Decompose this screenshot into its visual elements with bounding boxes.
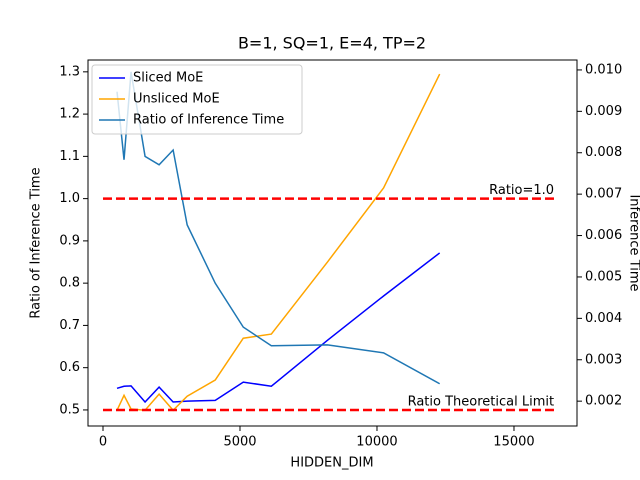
y-tick-label: 1.1 xyxy=(59,149,80,164)
plot-frame xyxy=(87,59,578,427)
series-line xyxy=(116,252,441,404)
y2-tick-label: 0.010 xyxy=(585,62,622,77)
y2-tick-label: 0.002 xyxy=(585,394,622,409)
y-axis-label: Ratio of Inference Time xyxy=(29,167,44,318)
y-tick-label: 0.7 xyxy=(59,318,80,333)
y2-tick-label: 0.008 xyxy=(585,145,622,160)
legend-box xyxy=(91,64,303,135)
annotation: Ratio=1.0 xyxy=(489,183,554,198)
y-tick-label: 0.9 xyxy=(59,233,80,248)
x-tick-label: 10000 xyxy=(356,435,397,450)
y2-tick-label: 0.004 xyxy=(585,311,622,326)
y-tick-label: 0.5 xyxy=(59,402,80,417)
y-tick-label: 1.2 xyxy=(59,107,80,122)
y2-tick-label: 0.009 xyxy=(585,104,622,119)
x-tick-label: 0 xyxy=(99,435,107,450)
x-tick-label: 15000 xyxy=(493,435,534,450)
y-tick-label: 0.6 xyxy=(59,360,80,375)
y-tick-label: 0.8 xyxy=(59,276,80,291)
y2-tick-label: 0.005 xyxy=(585,269,622,284)
legend-label: Unsliced MoE xyxy=(133,92,220,107)
annotation: Ratio Theoretical Limit xyxy=(408,394,555,409)
y-tick-label: 1.0 xyxy=(59,191,80,206)
legend-label: Ratio of Inference Time xyxy=(133,113,284,128)
chart-title: B=1, SQ=1, E=4, TP=2 xyxy=(238,34,426,53)
y2-tick-label: 0.007 xyxy=(585,187,622,202)
y2-tick-label: 0.003 xyxy=(585,352,622,367)
y2-tick-label: 0.006 xyxy=(585,228,622,243)
y2-axis-label: Inference Time xyxy=(627,194,640,291)
x-tick-label: 5000 xyxy=(223,435,256,450)
x-axis-label: HIDDEN_DIM xyxy=(290,456,373,471)
legend: Sliced MoE Unsliced MoE Ratio of Inference… xyxy=(91,64,303,135)
legend-label: Sliced MoE xyxy=(133,71,203,86)
y-tick-label: 1.3 xyxy=(59,64,80,79)
